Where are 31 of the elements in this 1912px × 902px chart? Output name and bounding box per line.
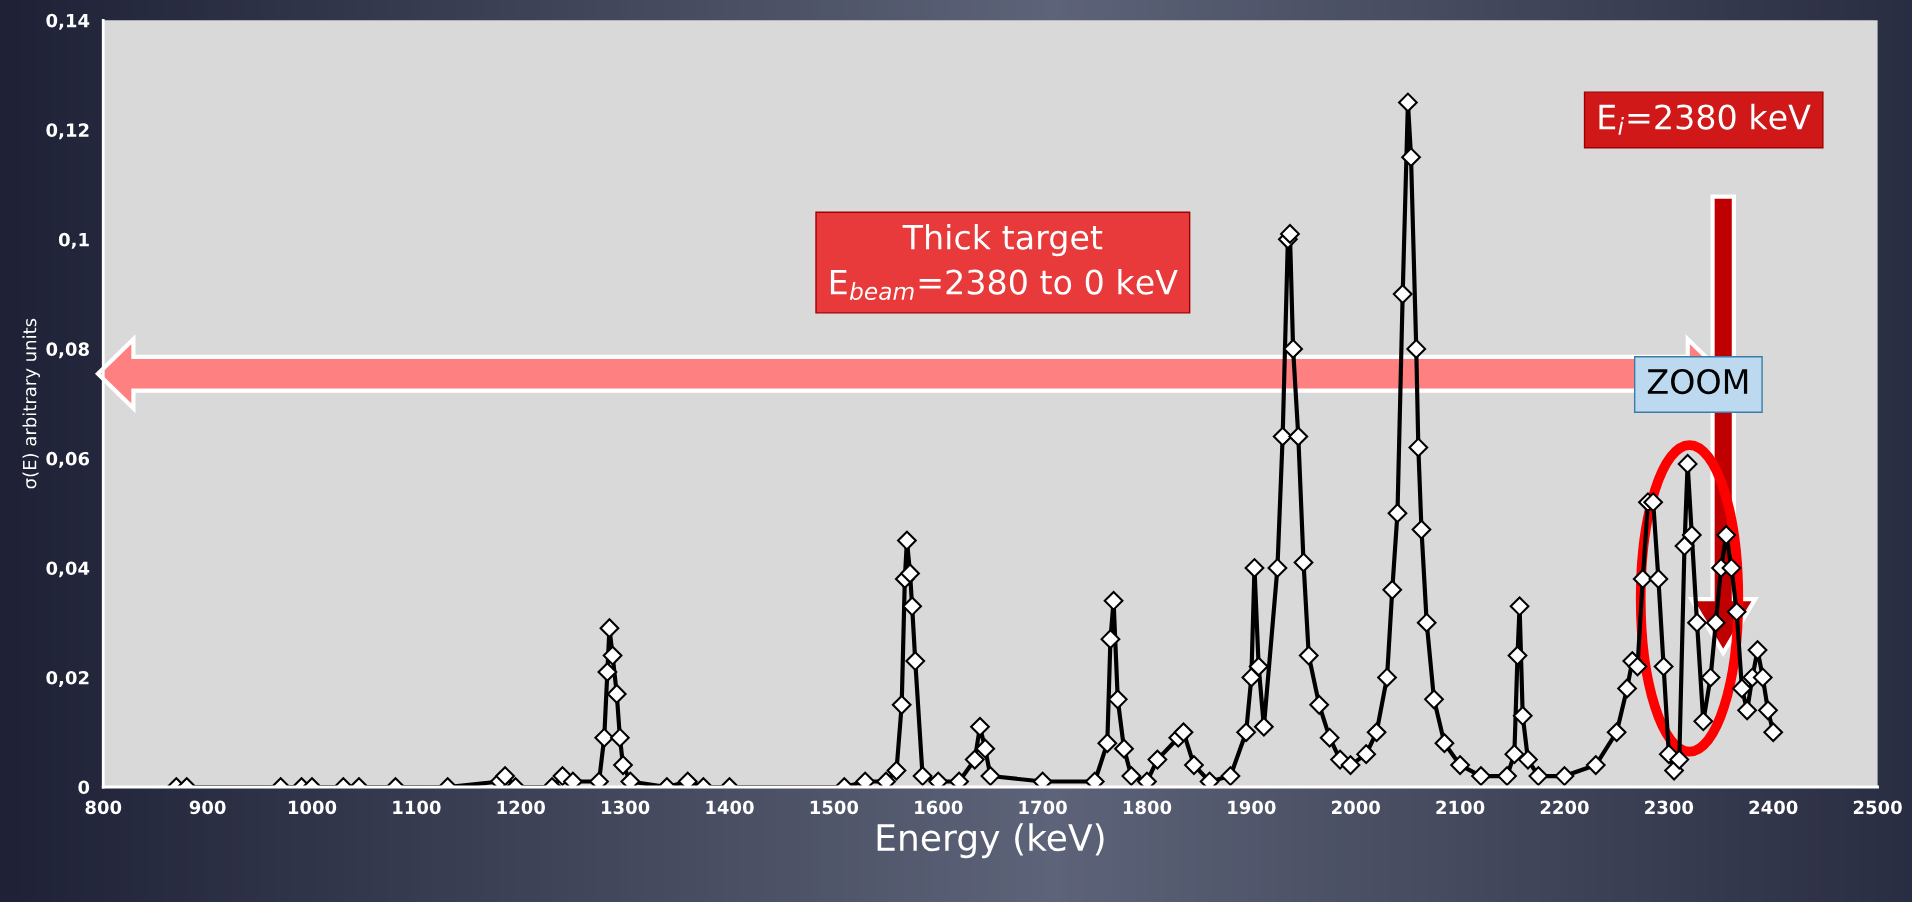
y-tick-label: 0,14 <box>46 13 90 30</box>
annotation: ZOOM <box>1647 368 1748 395</box>
x-tick-label: 1100 <box>393 800 441 815</box>
y-tick-label: 0,08 <box>46 342 89 359</box>
x-axis-title: Energy (keV) <box>877 823 1104 859</box>
text: Thick target E$_{beam}$=2380 to 0 keV <box>830 223 1178 301</box>
annotation: E$_{i}$=2380 keV <box>1599 103 1811 135</box>
y-tick-label: 0,02 <box>46 670 89 687</box>
x-tick-label: 1000 <box>288 800 337 815</box>
y-tick-label: 0,04 <box>46 561 90 578</box>
y-tick-label: 0,12 <box>46 123 89 140</box>
x-tick-label: 1500 <box>810 800 859 815</box>
x-tick-label: 2300 <box>1645 800 1694 815</box>
x-tick-label: 2400 <box>1749 800 1798 815</box>
x-tick-label: 1900 <box>1228 800 1276 815</box>
y-tick-label: 0 <box>78 780 90 795</box>
x-tick-label: 800 <box>85 800 122 815</box>
y-axis-title: σ(E) arbitrary units <box>22 318 40 489</box>
y-tick-label: 0,06 <box>46 451 90 468</box>
x-tick-label: 2500 <box>1853 800 1902 815</box>
x-tick-label: 2100 <box>1436 800 1485 815</box>
x-tick-label: 1700 <box>1019 800 1067 815</box>
x-tick-label: 1300 <box>602 800 650 815</box>
x-tick-label: 2200 <box>1540 800 1589 815</box>
x-tick-label: 900 <box>189 800 226 815</box>
x-tick-label: 1400 <box>706 800 754 815</box>
y-tick-label: 0,1 <box>58 232 89 249</box>
x-tick-label: 2000 <box>1332 800 1380 815</box>
x-tick-label: 1600 <box>915 800 963 815</box>
x-tick-label: 1800 <box>1123 800 1172 815</box>
x-tick-label: 1200 <box>497 800 545 815</box>
